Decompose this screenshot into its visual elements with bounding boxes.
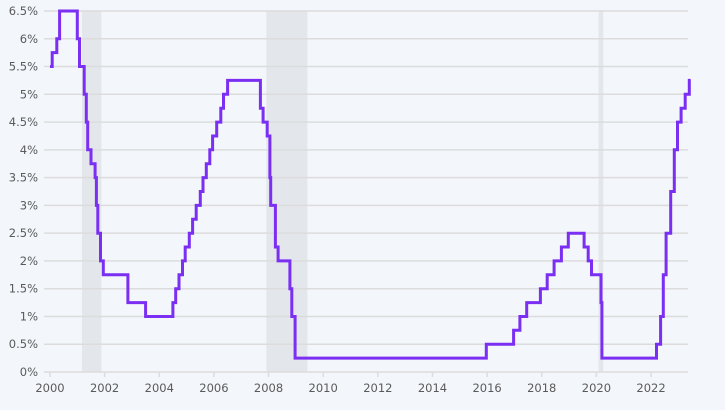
y-tick-label: 3.5% <box>9 171 38 185</box>
x-tick-label: 2004 <box>145 381 174 395</box>
recession-band <box>598 10 604 373</box>
y-tick-label: 4.5% <box>9 115 38 129</box>
y-tick-label: 5% <box>20 87 38 101</box>
y-tick-label: 2% <box>20 254 38 268</box>
recession-band <box>266 10 308 373</box>
y-tick-label: 0.5% <box>9 337 38 351</box>
recession-bands <box>81 10 604 373</box>
y-tick-label: 3% <box>20 198 38 212</box>
y-tick-label: 6% <box>20 32 38 46</box>
y-tick-label: 5.5% <box>9 60 38 74</box>
y-tick-label: 6.5% <box>9 4 38 18</box>
x-tick-label: 2012 <box>363 381 392 395</box>
y-tick-label: 0% <box>20 365 38 379</box>
x-tick-label: 2020 <box>582 381 611 395</box>
y-tick-label: 2.5% <box>9 226 38 240</box>
y-tick-label: 1% <box>20 309 38 323</box>
x-tick-label: 2014 <box>418 381 447 395</box>
x-tick-label: 2018 <box>527 381 556 395</box>
x-tick-label: 2016 <box>472 381 501 395</box>
y-tick-label: 4% <box>20 143 38 157</box>
x-tick-label: 2006 <box>199 381 228 395</box>
x-axis: 2000 2002 2004 2006 2008 2010 2012 2014 2016 2018… <box>35 372 666 395</box>
x-tick-label: 2002 <box>90 381 119 395</box>
y-axis: 0% 0.5% 1% 1.5% 2% 2.5% 3% 3.5% 4% 4.5% 5% 5.5% 6% 6.… <box>9 4 38 379</box>
gridlines <box>44 10 688 373</box>
x-tick-label: 2022 <box>636 381 665 395</box>
x-tick-label: 2008 <box>254 381 283 395</box>
x-tick-label: 2000 <box>35 381 64 395</box>
y-tick-label: 1.5% <box>9 282 38 296</box>
x-tick-label: 2010 <box>309 381 338 395</box>
rate-step-line <box>50 9 691 360</box>
